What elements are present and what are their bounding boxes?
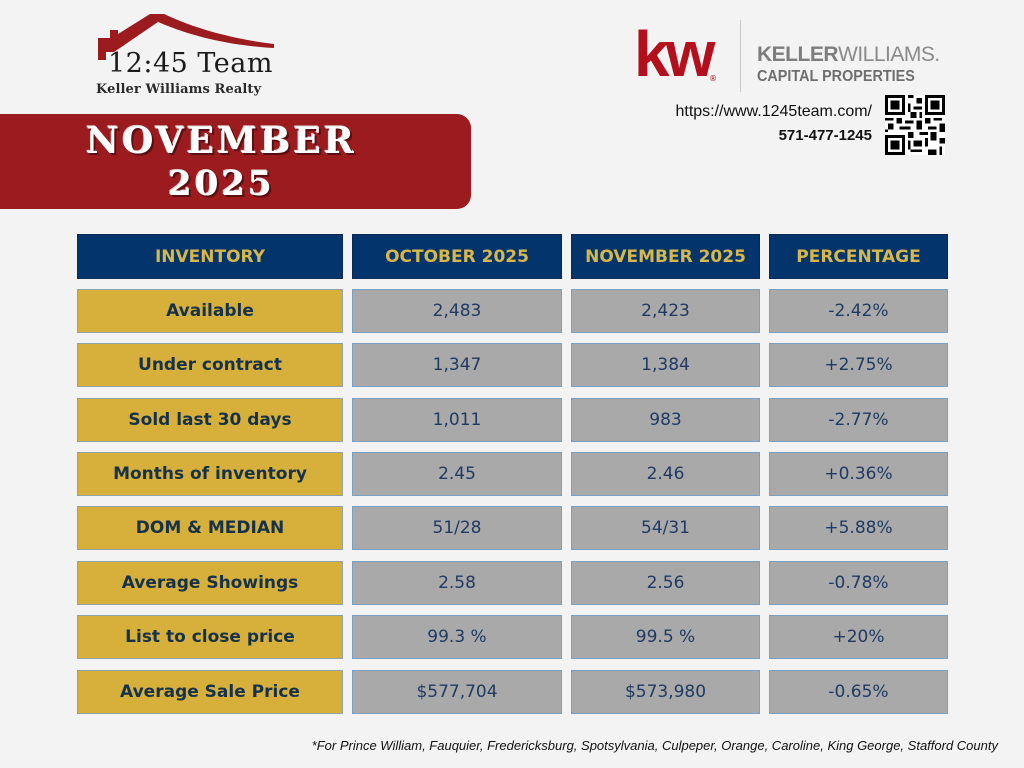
row-label: List to close price [77,615,343,659]
wordmark-williams: WILLIAMS. [838,43,940,66]
percentage-value: -0.65% [769,670,948,714]
row-label: Months of inventory [77,452,343,496]
november-value: 2.46 [571,452,760,496]
website-link[interactable]: https://www.1245team.com/ [675,103,872,120]
column-header-inventory: INVENTORY [77,234,343,279]
percentage-value: +2.75% [769,343,948,387]
team-logo: 12:45 Team Keller Williams Realty [92,10,277,100]
percentage-value: -2.77% [769,398,948,442]
october-value: 99.3 % [352,615,562,659]
row-label: Average Showings [77,561,343,605]
column-header-october: OCTOBER 2025 [352,234,562,279]
november-value: 2.56 [571,561,760,605]
column-header-percentage: PERCENTAGE [769,234,948,279]
october-value: 1,011 [352,398,562,442]
row-label: Available [77,289,343,333]
row-label: Sold last 30 days [77,398,343,442]
month-banner: NOVEMBER 2025 [0,114,471,209]
october-value: 51/28 [352,506,562,550]
october-value: $577,704 [352,670,562,714]
logo-divider [740,20,741,92]
row-label: Under contract [77,343,343,387]
november-value: $573,980 [571,670,760,714]
row-label: DOM & MEDIAN [77,506,343,550]
november-value: 1,384 [571,343,760,387]
brokerage-wordmark: KELLERWILLIAMS. [757,43,940,67]
november-value: 983 [571,398,760,442]
percentage-value: +20% [769,615,948,659]
footnote: *For Prince William, Fauquier, Frederick… [311,738,998,753]
row-label: Average Sale Price [77,670,343,714]
team-subtitle: Keller Williams Realty [96,82,262,97]
registered-mark: ® [709,74,717,83]
november-value: 54/31 [571,506,760,550]
percentage-value: +0.36% [769,452,948,496]
phone-number[interactable]: 571-477-1245 [778,127,872,144]
kw-logo-mark: kw [634,18,715,90]
wordmark-keller: KELLER [757,43,839,66]
percentage-value: -0.78% [769,561,948,605]
brokerage-office: CAPITAL PROPERTIES [757,68,915,85]
october-value: 2.45 [352,452,562,496]
percentage-value: +5.88% [769,506,948,550]
qr-code-icon[interactable] [885,95,945,155]
november-value: 2,423 [571,289,760,333]
column-header-november: NOVEMBER 2025 [571,234,760,279]
house-roof-icon [98,14,274,60]
october-value: 2.58 [352,561,562,605]
banner-year: 2025 [168,164,275,204]
banner-month: NOVEMBER [86,120,357,162]
october-value: 1,347 [352,343,562,387]
october-value: 2,483 [352,289,562,333]
november-value: 99.5 % [571,615,760,659]
team-name: 12:45 Team [108,48,273,79]
percentage-value: -2.42% [769,289,948,333]
